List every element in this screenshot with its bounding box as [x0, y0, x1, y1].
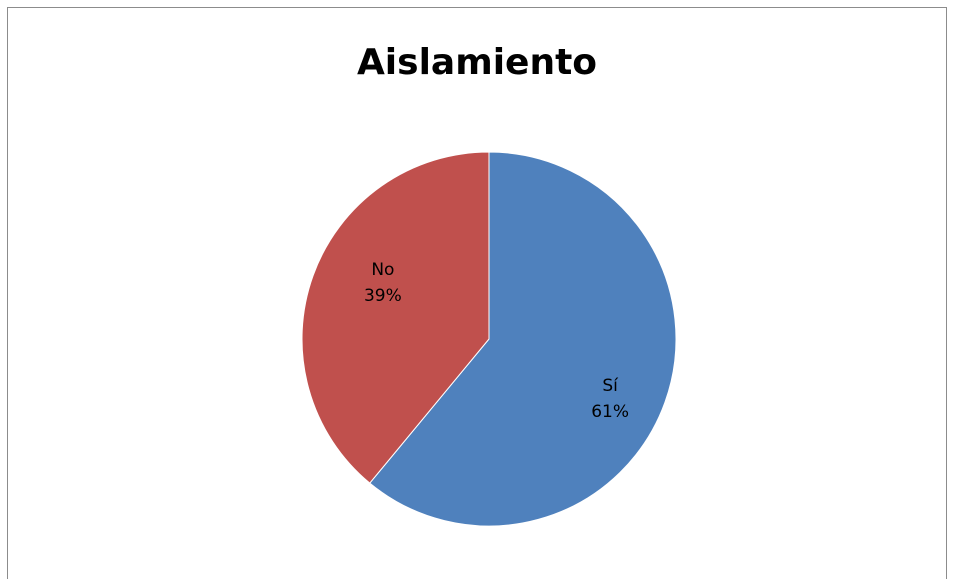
chart-area: Aislamiento Sí 61% No 39% — [7, 7, 947, 579]
slice-label-no: No 39% — [364, 260, 402, 306]
slice-label-si: Sí 61% — [591, 376, 629, 422]
pie-slice-si — [369, 151, 677, 527]
pie-slice-no — [301, 151, 490, 484]
chart-title: Aislamiento — [356, 42, 598, 83]
slice-category-label: Sí — [602, 376, 619, 396]
slice-category-label: No — [371, 260, 394, 280]
slice-percent-label: 61% — [591, 402, 629, 422]
slice-percent-label: 39% — [364, 286, 402, 306]
pie-chart: Sí 61% No 39% — [301, 151, 677, 527]
